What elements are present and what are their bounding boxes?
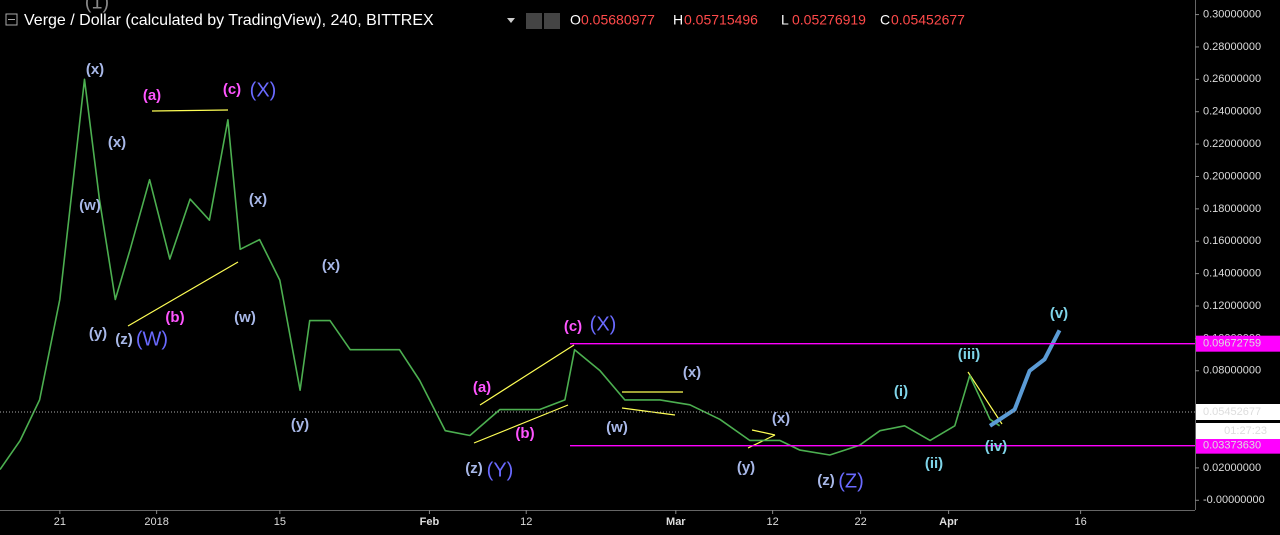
- price-line: [0, 78, 1001, 470]
- ohlc-value: 0.05715496: [684, 12, 758, 28]
- trendline: [967, 371, 1003, 425]
- x-tick-label: 12: [520, 516, 532, 528]
- wave-label: (z): [465, 460, 483, 477]
- axes: 0.30000000 0.28000000 0.26000000 0.24000000…: [54, 8, 1280, 528]
- wave-label: (c): [564, 318, 582, 335]
- trendline: [751, 429, 776, 436]
- price-tag: [1196, 437, 1280, 454]
- wave-label: (X): [590, 313, 617, 335]
- wave-label: (1): [85, 0, 109, 13]
- ohlc-key: L: [781, 12, 789, 28]
- x-tick-label: 2018: [144, 516, 168, 528]
- wave-label: (w): [79, 197, 101, 214]
- price-tag-label: 0.09672759: [1203, 338, 1261, 350]
- price-tag: [1196, 335, 1280, 352]
- trendline: [127, 261, 239, 327]
- wave-label: (a): [143, 87, 161, 104]
- y-tick-label: 0.26000000: [1203, 73, 1261, 85]
- x-tick-label: Feb: [420, 516, 440, 528]
- wave-label: (ii): [925, 455, 943, 472]
- wave-label: (X): [250, 79, 277, 101]
- ohlc-value: 0.05276919: [792, 12, 866, 28]
- price-tag-label: 0.03373630: [1203, 440, 1261, 452]
- wave-label: (y): [737, 459, 755, 476]
- wave-label: (x): [108, 134, 126, 151]
- x-tick-label: 21: [54, 516, 66, 528]
- y-tick-label: 0.02000000: [1203, 462, 1261, 474]
- x-tick-label: 22: [854, 516, 866, 528]
- wave-label: (z): [115, 331, 133, 348]
- x-tick-label: 15: [274, 516, 286, 528]
- current-price-tag: [1196, 404, 1280, 421]
- trendlines: [127, 109, 1003, 449]
- wave-label: (b): [515, 425, 534, 442]
- wave-label: (b): [165, 309, 184, 326]
- y-tick-label: -0.00000000: [1203, 494, 1265, 506]
- x-tick-label: 16: [1074, 516, 1086, 528]
- y-tick-label: 0.30000000: [1203, 8, 1261, 20]
- dropdown-arrow[interactable]: [507, 18, 515, 23]
- icon-button[interactable]: [544, 13, 560, 29]
- y-tick-label: 0.24000000: [1203, 106, 1261, 118]
- trendline: [473, 404, 569, 444]
- icon-button[interactable]: [526, 13, 542, 29]
- countdown-label: 01:27:23: [1224, 425, 1267, 437]
- wave-label: (w): [606, 419, 628, 436]
- price-line: [988, 329, 1062, 428]
- plot: (1)(x)(x)(w)(y) (z) (W)(a) (c) (X)(b)(x)(w)(…: [0, 0, 1195, 492]
- wave-label: (i): [894, 383, 908, 400]
- header: Verge / Dollar (calculated by TradingVie…: [5, 12, 965, 29]
- wave-label: (Y): [487, 459, 514, 481]
- current-price-label: 0.05452677: [1203, 406, 1261, 418]
- wave-label: (x): [322, 257, 340, 274]
- ohlc: O 0.05680977 H 0.05715496 L 0.05276919 C 0.0545…: [570, 12, 965, 28]
- wave-label: (W): [136, 328, 168, 350]
- y-tick-label: 0.14000000: [1203, 268, 1261, 280]
- x-tick-label: Apr: [939, 516, 959, 528]
- wave-label: (iii): [958, 346, 981, 363]
- y-tick-label: 0.22000000: [1203, 138, 1261, 150]
- ohlc-value: 0.05680977: [581, 12, 655, 28]
- trendline: [151, 109, 229, 112]
- wave-label: (a): [473, 379, 491, 396]
- y-tick-label: 0.28000000: [1203, 41, 1261, 53]
- ohlc-key: C: [880, 12, 890, 28]
- collapse-icon[interactable]: [5, 13, 18, 26]
- symbol-title: Verge / Dollar (calculated by TradingVie…: [24, 12, 434, 29]
- x-tick-label: Mar: [666, 516, 686, 528]
- y-tick-label: 0.12000000: [1203, 300, 1261, 312]
- wave-label: (z): [817, 472, 835, 489]
- wave-label: (v): [1050, 305, 1068, 322]
- y-tick-label: 0.16000000: [1203, 235, 1261, 247]
- wave-label: (x): [249, 191, 267, 208]
- wave-label: (x): [772, 410, 790, 427]
- trendline: [479, 344, 575, 406]
- y-tick-label: 0.08000000: [1203, 365, 1261, 377]
- ohlc-key: H: [673, 12, 683, 28]
- wave-label: (y): [89, 325, 107, 342]
- y-tick-label: 0.20000000: [1203, 170, 1261, 182]
- countdown-tag: [1196, 423, 1280, 440]
- wave-label: (iv): [985, 438, 1008, 455]
- wave-label: (x): [683, 364, 701, 381]
- wave-label: (Z): [838, 470, 864, 492]
- wave-label: (x): [86, 61, 104, 78]
- wave-label: (c): [223, 81, 241, 98]
- wave-label: (w): [234, 309, 256, 326]
- y-tick-label: 0.18000000: [1203, 203, 1261, 215]
- trendline: [621, 407, 676, 416]
- x-tick-label: 12: [766, 516, 778, 528]
- ohlc-key: O: [570, 12, 581, 28]
- ohlc-value: 0.05452677: [891, 12, 965, 28]
- wave-label: (y): [291, 416, 309, 433]
